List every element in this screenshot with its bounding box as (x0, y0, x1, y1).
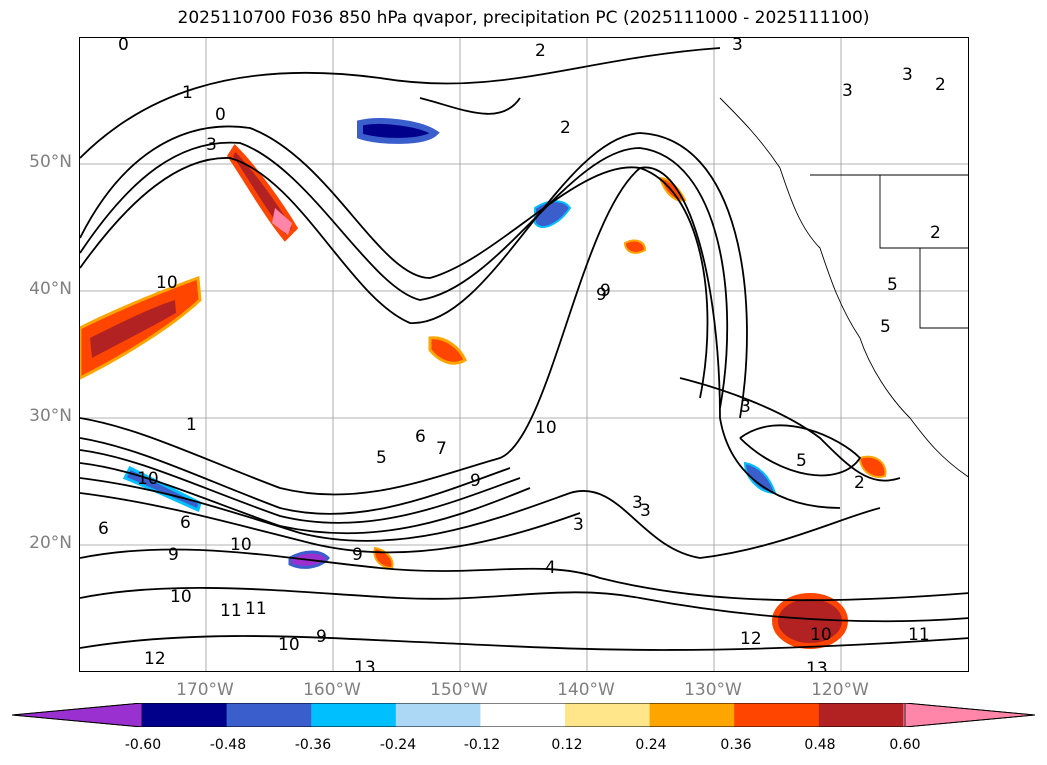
contour-label: 5 (376, 448, 387, 468)
contour-label: 10 (137, 469, 159, 489)
contour-label: 10 (156, 273, 178, 293)
lat-label-30n: 30°N (29, 406, 72, 426)
contour-label: 6 (98, 519, 109, 539)
colorbar-bin (903, 703, 905, 727)
contour-label: 10 (278, 635, 300, 655)
precip-blob (428, 336, 467, 365)
colorbar-tick-label: -0.36 (294, 737, 332, 753)
colorbar (11, 702, 1036, 728)
contour-label: 9 (470, 471, 481, 491)
lon-label-120w: 120°W (811, 680, 869, 700)
contour-label: 5 (796, 451, 807, 471)
lon-label-160w: 160°W (303, 680, 361, 700)
lat-label-40n: 40°N (29, 279, 72, 299)
contour-label: 0 (118, 38, 129, 55)
contour-label: 3 (640, 501, 651, 521)
colorbar-tick-label: -0.48 (209, 737, 247, 753)
precip-blob (623, 239, 647, 254)
contour-label: 7 (436, 439, 447, 459)
contour-label: 13 (354, 658, 376, 672)
colorbar-bin (649, 703, 735, 727)
colorbar-tick-label: -0.12 (463, 737, 501, 753)
contour-label: 3 (902, 65, 913, 85)
colorbar-bin (311, 703, 397, 727)
colorbar-tick-label: -0.60 (124, 737, 162, 753)
colorbar-canvas (11, 702, 1036, 728)
contour-label: 4 (545, 558, 556, 578)
lon-label-130w: 130°W (684, 680, 742, 700)
precip-blob (373, 546, 394, 570)
contour-label: 5 (880, 317, 891, 337)
lat-label-20n: 20°N (29, 533, 72, 553)
figure-title: 2025110700 F036 850 hPa qvapor, precipit… (177, 8, 870, 28)
contour-label: 11 (908, 625, 930, 645)
lon-label-140w: 140°W (557, 680, 615, 700)
colorbar-bin (818, 703, 904, 727)
contour-label: 2 (930, 223, 941, 243)
contour-label: 10 (170, 587, 192, 607)
precip-blob (357, 118, 440, 144)
contour-label: 10 (810, 625, 832, 645)
lat-label-50n: 50°N (29, 152, 72, 172)
contour-label: 3 (842, 81, 853, 101)
lon-label-170w: 170°W (176, 680, 234, 700)
map-panel: 0 1 0 3 2 2 3 3 2 3 10 1 6 5 7 9 10 3 3 … (79, 37, 969, 672)
contour-label: 3 (732, 38, 743, 55)
contour-labels: 0 1 0 3 2 2 3 3 2 3 10 1 6 5 7 9 10 3 3 … (98, 38, 946, 672)
colorbar-tick-label: 0.24 (635, 737, 667, 753)
contour-label: 1 (182, 83, 193, 103)
colorbar-extend-min (11, 702, 143, 728)
contour-label: 2 (535, 41, 546, 61)
contour-label: 10 (230, 535, 252, 555)
contour-label: 5 (887, 275, 898, 295)
coastline (719, 97, 968, 478)
contour-label: 11 (245, 599, 267, 619)
contour-label: 12 (740, 629, 762, 649)
contour-label: 13 (806, 659, 828, 672)
colorbar-tick-label: 0.60 (889, 737, 921, 753)
contour-label: 6 (180, 513, 191, 533)
colorbar-tick-label: 0.12 (551, 737, 583, 753)
contour-label: 2 (935, 75, 946, 95)
contour-label: 0 (215, 105, 226, 125)
contour-label: 9 (168, 545, 179, 565)
precip-blob (272, 208, 292, 235)
contour-label: 9 (600, 281, 611, 301)
colorbar-bin (395, 703, 481, 727)
precip-shading (80, 118, 887, 649)
map-canvas: 0 1 0 3 2 2 3 3 2 3 10 1 6 5 7 9 10 3 3 … (80, 38, 968, 672)
contour-label: 2 (854, 473, 865, 493)
colorbar-bin (734, 703, 820, 727)
contour-label: 9 (352, 545, 363, 565)
lon-label-150w: 150°W (430, 680, 488, 700)
contour-label: 6 (415, 427, 426, 447)
contour-label: 3 (206, 135, 217, 155)
contour-label: 12 (144, 649, 166, 669)
contour-label: 3 (632, 493, 643, 513)
precip-blob (858, 455, 887, 478)
contour-label: 2 (560, 118, 571, 138)
contour-label: 3 (740, 397, 751, 417)
contour-label: 1 (186, 415, 197, 435)
contour-label: 9 (316, 627, 327, 647)
colorbar-bin (480, 703, 566, 727)
colorbar-bin (142, 703, 228, 727)
colorbar-bin (565, 703, 651, 727)
gridlines (80, 38, 968, 671)
contour-label: 3 (573, 515, 584, 535)
contour-label: 10 (535, 418, 557, 438)
precip-blob (90, 300, 176, 358)
contour-label: 9 (596, 285, 607, 305)
colorbar-tick-label: 0.48 (804, 737, 836, 753)
contour-lines (80, 47, 968, 651)
colorbar-extend-max (904, 702, 1036, 728)
precip-blob (743, 461, 777, 495)
contour-label: 11 (220, 601, 242, 621)
colorbar-tick-label: 0.36 (720, 737, 752, 753)
colorbar-tick-label: -0.24 (379, 737, 417, 753)
colorbar-bin (226, 703, 312, 727)
